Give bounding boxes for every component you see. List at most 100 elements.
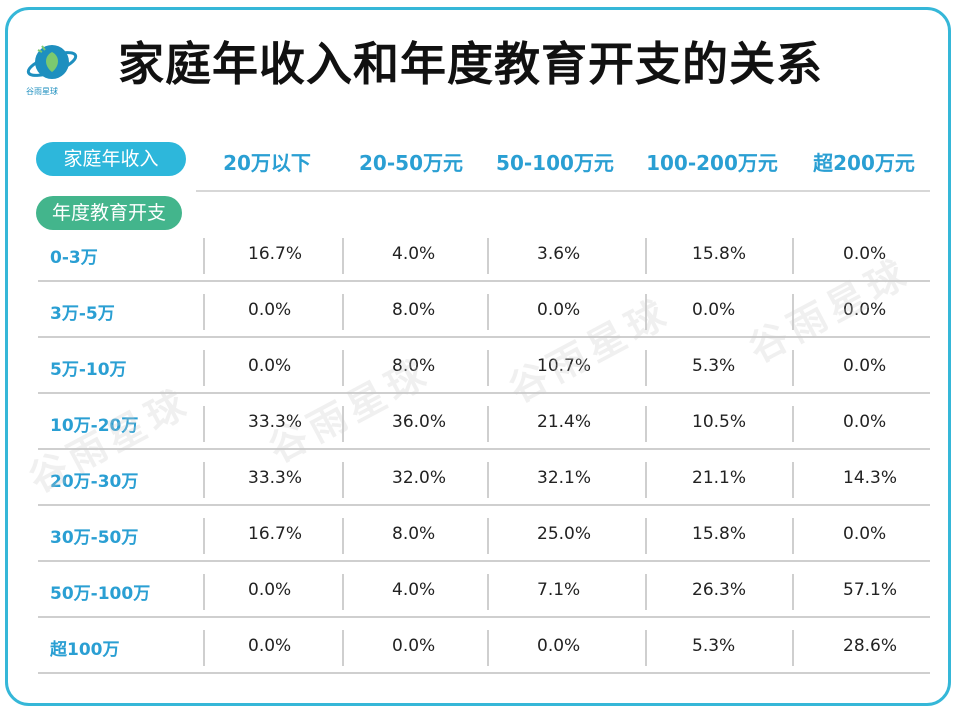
row-label: 10万-20万 — [50, 416, 139, 436]
table-cell: 0.0% — [392, 636, 436, 656]
row-label: 3万-5万 — [50, 304, 115, 324]
column-divider — [203, 518, 205, 554]
table-cell: 33.3% — [248, 412, 303, 432]
column-divider — [792, 630, 794, 666]
column-divider — [645, 630, 647, 666]
column-divider — [487, 238, 489, 274]
column-divider — [203, 630, 205, 666]
column-divider — [203, 406, 205, 442]
column-divider — [203, 574, 205, 610]
column-divider — [792, 462, 794, 498]
table-cell: 7.1% — [537, 580, 581, 600]
column-divider — [203, 462, 205, 498]
row-divider — [38, 280, 930, 282]
table-cell: 14.3% — [843, 468, 898, 488]
row-label: 50万-100万 — [50, 584, 151, 604]
column-divider — [342, 350, 344, 386]
column-divider — [645, 462, 647, 498]
column-divider — [203, 350, 205, 386]
table-cell: 0.0% — [843, 412, 887, 432]
column-divider — [342, 574, 344, 610]
table-cell: 57.1% — [843, 580, 898, 600]
column-divider — [342, 238, 344, 274]
column-header: 50-100万元 — [496, 151, 614, 175]
row-divider — [38, 616, 930, 618]
column-divider — [487, 462, 489, 498]
table-cell: 8.0% — [392, 356, 436, 376]
row-divider — [38, 392, 930, 394]
page-title: 家庭年收入和年度教育开支的关系 — [118, 37, 823, 91]
table-cell: 10.7% — [537, 356, 592, 376]
planet-leaf-icon — [26, 45, 78, 79]
table-cell: 16.7% — [248, 524, 303, 544]
column-divider — [487, 574, 489, 610]
column-divider — [792, 350, 794, 386]
column-divider — [792, 406, 794, 442]
column-divider — [645, 574, 647, 610]
column-divider — [342, 294, 344, 330]
column-divider — [645, 406, 647, 442]
table-cell: 0.0% — [843, 300, 887, 320]
column-divider — [487, 518, 489, 554]
table-cell: 0.0% — [537, 636, 581, 656]
table-cell: 8.0% — [392, 300, 436, 320]
column-header: 20万以下 — [223, 151, 311, 175]
table-cell: 5.3% — [692, 636, 736, 656]
table-cell: 0.0% — [843, 356, 887, 376]
table-cell: 0.0% — [537, 300, 581, 320]
column-divider — [487, 350, 489, 386]
table-cell: 0.0% — [248, 356, 292, 376]
table-cell: 21.1% — [692, 468, 747, 488]
table-cell: 4.0% — [392, 244, 436, 264]
table-cell: 25.0% — [537, 524, 592, 544]
row-label: 5万-10万 — [50, 360, 127, 380]
column-header: 超200万元 — [813, 151, 915, 175]
table-cell: 26.3% — [692, 580, 747, 600]
table-cell: 15.8% — [692, 524, 747, 544]
column-divider — [487, 294, 489, 330]
row-label: 0-3万 — [50, 248, 98, 268]
column-divider — [203, 238, 205, 274]
table-cell: 4.0% — [392, 580, 436, 600]
table-cell: 32.0% — [392, 468, 447, 488]
table-cell: 33.3% — [248, 468, 303, 488]
column-divider — [792, 238, 794, 274]
table-cell: 16.7% — [248, 244, 303, 264]
row-divider — [38, 560, 930, 562]
column-divider — [792, 518, 794, 554]
column-divider — [487, 406, 489, 442]
row-divider — [38, 448, 930, 450]
column-header: 100-200万元 — [646, 151, 778, 175]
row-divider — [38, 672, 930, 674]
column-divider — [792, 294, 794, 330]
table-cell: 0.0% — [843, 244, 887, 264]
row-label: 20万-30万 — [50, 472, 139, 492]
table-cell: 0.0% — [692, 300, 736, 320]
row-divider — [38, 504, 930, 506]
header-divider — [196, 190, 930, 192]
table-cell: 3.6% — [537, 244, 581, 264]
logo-text: 谷雨星球 — [26, 87, 58, 96]
column-divider — [792, 574, 794, 610]
table-cell: 36.0% — [392, 412, 447, 432]
column-divider — [342, 630, 344, 666]
column-divider — [487, 630, 489, 666]
column-divider — [203, 294, 205, 330]
table-cell: 21.4% — [537, 412, 592, 432]
table-cell: 0.0% — [843, 524, 887, 544]
table-cell: 15.8% — [692, 244, 747, 264]
column-divider — [645, 350, 647, 386]
column-divider — [342, 406, 344, 442]
education-header-pill: 年度教育开支 — [36, 196, 182, 230]
income-header-pill: 家庭年收入 — [36, 142, 186, 176]
table-cell: 10.5% — [692, 412, 747, 432]
column-divider — [342, 462, 344, 498]
table-cell: 8.0% — [392, 524, 436, 544]
row-divider — [38, 336, 930, 338]
column-divider — [645, 238, 647, 274]
table-cell: 32.1% — [537, 468, 592, 488]
row-label: 超100万 — [50, 640, 120, 660]
table-cell: 0.0% — [248, 300, 292, 320]
column-header: 20-50万元 — [359, 151, 463, 175]
column-divider — [645, 518, 647, 554]
